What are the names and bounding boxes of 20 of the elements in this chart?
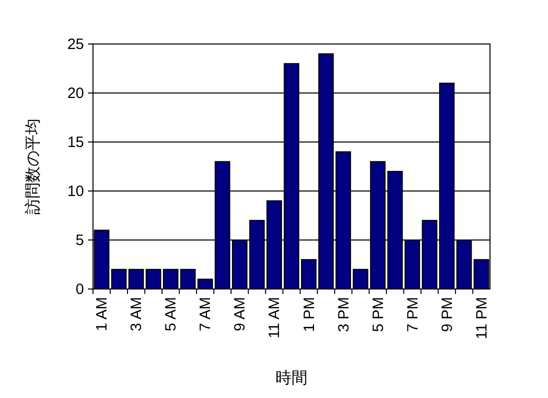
x-tick-label: 9 PM — [438, 297, 456, 332]
x-tick-label: 3 PM — [335, 297, 352, 332]
y-axis-title: 訪問数の平均 — [24, 118, 42, 214]
y-tick-label: 5 — [76, 232, 84, 249]
y-tick-label: 25 — [67, 36, 84, 53]
x-tick-label: 3 AM — [128, 297, 146, 332]
y-tick-label: 20 — [67, 85, 84, 102]
y-tick-label: 0 — [76, 281, 84, 298]
x-tick-label: 9 AM — [232, 297, 249, 332]
x-tick-label: 7 PM — [404, 297, 422, 332]
y-tick-label: 10 — [67, 183, 84, 200]
x-tick-label: 11 PM — [473, 297, 490, 340]
x-axis-title: 時間 — [276, 369, 308, 387]
x-tick-label: 1 AM — [94, 297, 111, 332]
x-tick-label: 1 PM — [300, 297, 318, 332]
x-tick-label: 5 PM — [370, 297, 387, 332]
x-tick-label: 5 AM — [162, 297, 180, 332]
x-tick-label: 7 AM — [197, 297, 214, 332]
x-tick-label: 11 AM — [266, 297, 284, 338]
y-tick-label: 15 — [67, 134, 84, 151]
